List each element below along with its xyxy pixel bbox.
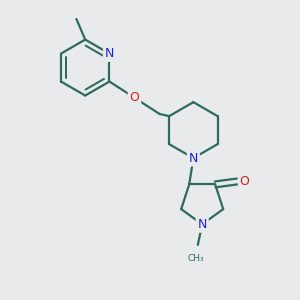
Text: N: N: [105, 47, 114, 60]
Text: O: O: [240, 175, 250, 188]
Text: O: O: [130, 91, 140, 104]
Text: CH₃: CH₃: [188, 254, 205, 263]
Text: N: N: [197, 218, 207, 231]
Text: N: N: [189, 152, 198, 165]
